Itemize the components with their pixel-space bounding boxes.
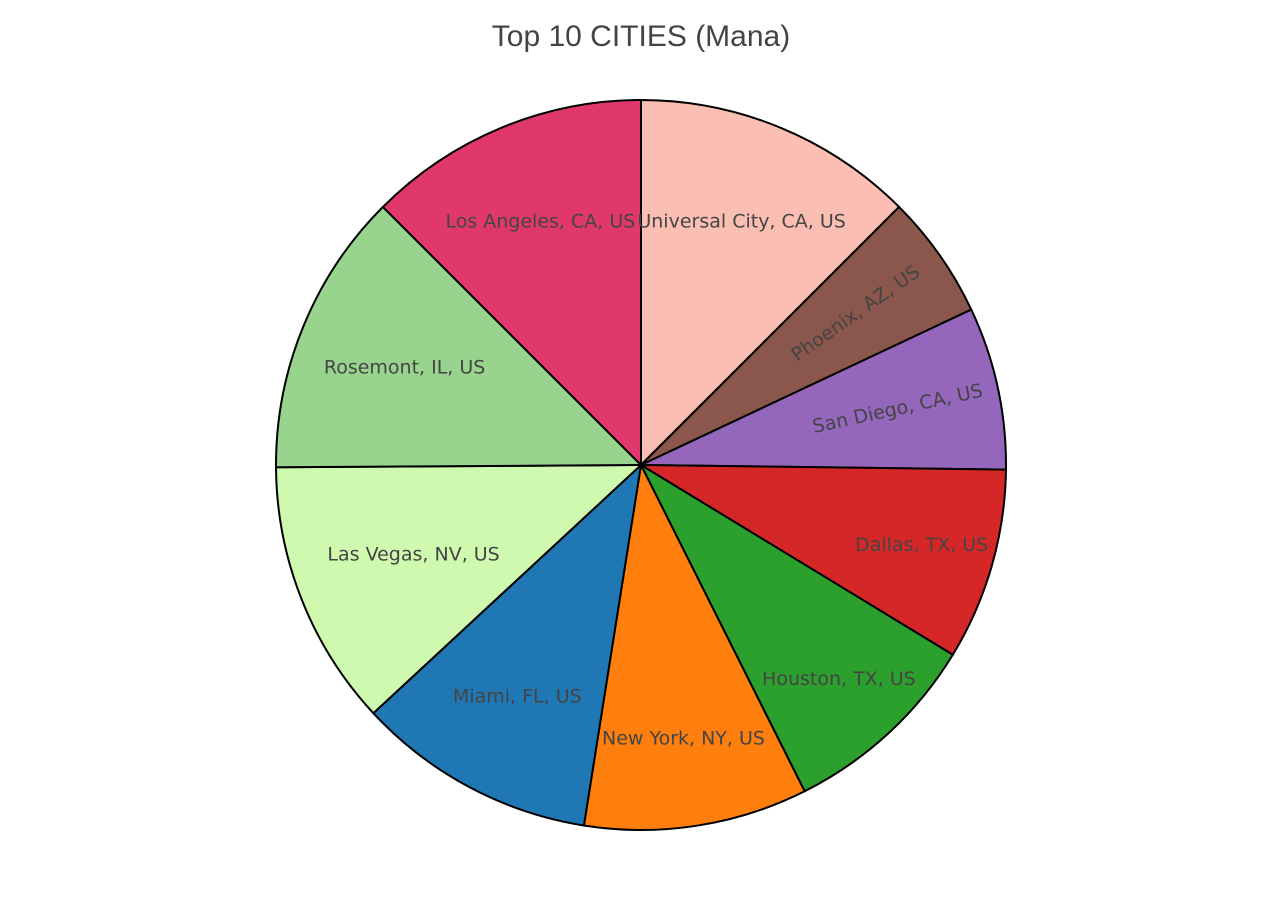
pie-slice-rosemont-il-us[interactable]: [275, 205, 644, 469]
pie-slice-los-angeles-ca-us[interactable]: [381, 98, 642, 468]
slice-label-los-angeles-ca-us: Los Angeles, CA, US: [445, 211, 635, 233]
pie-slice-san-diego-ca-us[interactable]: [640, 308, 1007, 471]
slice-label-new-york-ny-us: New York, NY, US: [602, 728, 765, 750]
pie-slice-houston-tx-us[interactable]: [638, 462, 955, 793]
slice-label-dallas-tx-us: Dallas, TX, US: [855, 534, 988, 556]
slice-label-rosemont-il-us: Rosemont, IL, US: [324, 357, 486, 379]
slice-label-miami-fl-us: Miami, FL, US: [453, 685, 582, 707]
pie-slice-new-york-ny-us[interactable]: [582, 461, 807, 831]
slice-label-universal-city-ca-us: Universal City, CA, US: [637, 211, 845, 233]
pie-slices: [275, 98, 1007, 831]
pie-slice-las-vegas-nv-us[interactable]: [275, 463, 644, 715]
slice-label-houston-tx-us: Houston, TX, US: [762, 668, 916, 690]
slice-label-las-vegas-nv-us: Las Vegas, NV, US: [327, 544, 499, 566]
chart-title: Top 10 CITIES (Mana): [491, 20, 791, 53]
pie-slice-dallas-tx-us[interactable]: [637, 463, 1007, 657]
pie-slice-universal-city-ca-us[interactable]: [640, 98, 901, 468]
pie-slice-miami-fl-us[interactable]: [371, 462, 643, 827]
